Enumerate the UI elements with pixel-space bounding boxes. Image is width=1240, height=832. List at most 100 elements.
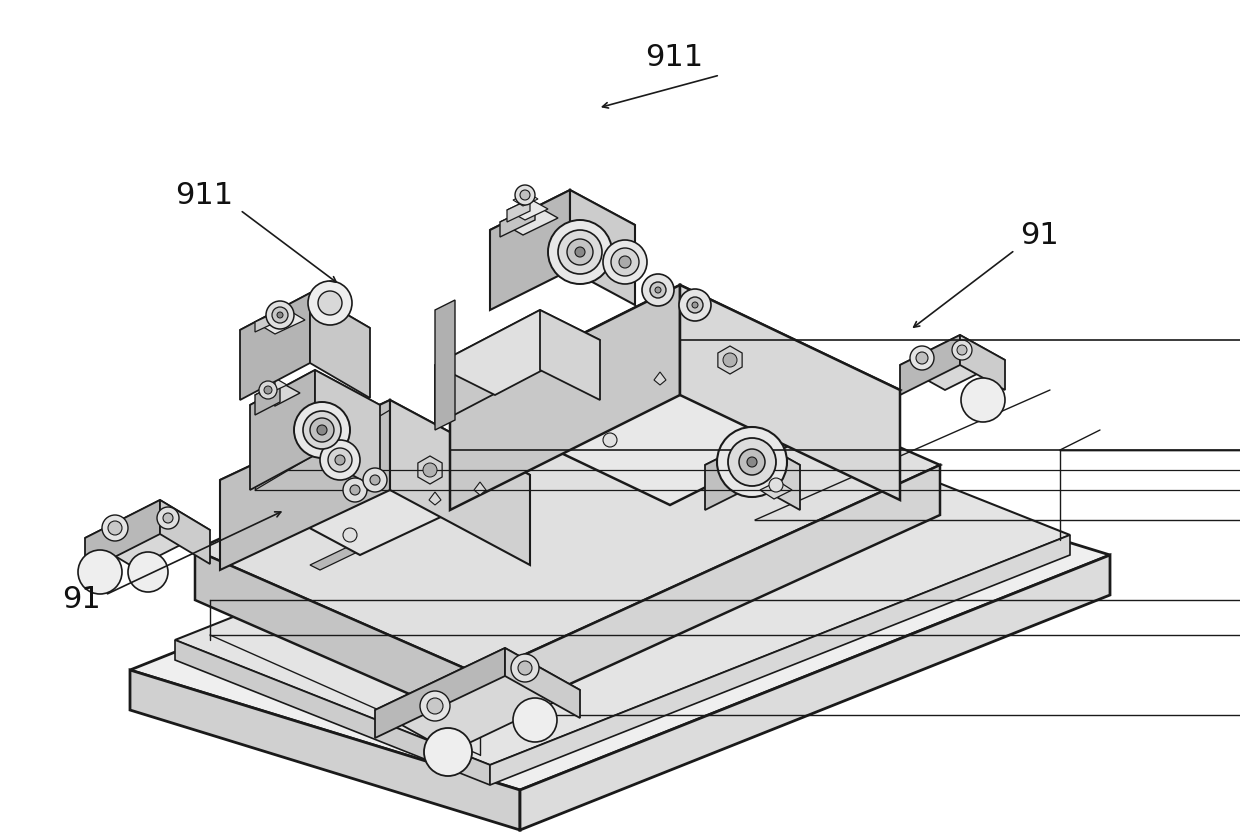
Polygon shape [507, 199, 548, 220]
Circle shape [157, 507, 179, 529]
Polygon shape [653, 372, 666, 385]
Polygon shape [219, 400, 529, 555]
Circle shape [717, 427, 787, 497]
Circle shape [513, 698, 557, 742]
Polygon shape [490, 190, 635, 265]
Polygon shape [505, 648, 580, 718]
Circle shape [558, 230, 601, 274]
Polygon shape [260, 378, 286, 392]
Circle shape [650, 282, 666, 298]
Circle shape [317, 425, 327, 435]
Polygon shape [760, 481, 792, 499]
Circle shape [370, 475, 379, 485]
Circle shape [277, 312, 283, 318]
Polygon shape [500, 205, 534, 237]
Circle shape [952, 340, 972, 360]
Circle shape [350, 485, 360, 495]
Polygon shape [310, 293, 370, 398]
Polygon shape [755, 440, 800, 510]
Polygon shape [680, 285, 900, 500]
Polygon shape [310, 505, 445, 570]
Text: 911: 911 [645, 43, 703, 72]
Circle shape [264, 386, 272, 394]
Circle shape [619, 256, 631, 268]
Polygon shape [490, 535, 1070, 785]
Circle shape [424, 728, 472, 776]
Text: 911: 911 [175, 181, 233, 210]
Circle shape [957, 345, 967, 355]
Polygon shape [195, 550, 480, 725]
Circle shape [916, 352, 928, 364]
Circle shape [575, 247, 585, 257]
Circle shape [420, 691, 450, 721]
Circle shape [511, 654, 539, 682]
Polygon shape [500, 205, 558, 235]
Circle shape [267, 301, 294, 329]
Polygon shape [374, 648, 580, 752]
Text: 91: 91 [1021, 220, 1059, 250]
Polygon shape [175, 410, 1070, 765]
Circle shape [642, 274, 675, 306]
Polygon shape [391, 400, 529, 565]
Circle shape [680, 289, 711, 321]
Polygon shape [706, 440, 755, 510]
Circle shape [343, 528, 357, 542]
Circle shape [518, 661, 532, 675]
Circle shape [320, 440, 360, 480]
Polygon shape [130, 435, 1110, 790]
Circle shape [303, 411, 341, 449]
Circle shape [259, 381, 277, 399]
Circle shape [548, 220, 613, 284]
Circle shape [308, 281, 352, 325]
Polygon shape [348, 457, 361, 470]
Polygon shape [250, 370, 315, 490]
Circle shape [603, 433, 618, 447]
Circle shape [611, 248, 639, 276]
Circle shape [728, 438, 776, 486]
Circle shape [520, 190, 529, 200]
Polygon shape [480, 465, 940, 725]
Polygon shape [160, 500, 210, 564]
Circle shape [128, 552, 167, 592]
Polygon shape [219, 400, 391, 570]
Circle shape [739, 449, 765, 475]
Circle shape [335, 455, 345, 465]
Circle shape [102, 515, 128, 541]
Polygon shape [255, 382, 280, 415]
Circle shape [692, 302, 698, 308]
Polygon shape [435, 310, 600, 395]
Polygon shape [255, 308, 285, 332]
Circle shape [655, 287, 661, 293]
Polygon shape [86, 500, 160, 572]
Circle shape [272, 307, 288, 323]
Polygon shape [255, 382, 300, 406]
Polygon shape [250, 370, 379, 440]
Polygon shape [255, 308, 305, 334]
Polygon shape [900, 335, 1004, 390]
Polygon shape [474, 482, 486, 495]
Polygon shape [241, 293, 310, 400]
Polygon shape [570, 190, 635, 305]
Circle shape [427, 698, 443, 714]
Circle shape [78, 550, 122, 594]
Circle shape [294, 402, 350, 458]
Circle shape [567, 239, 593, 265]
Polygon shape [900, 335, 960, 395]
Circle shape [603, 240, 647, 284]
Polygon shape [374, 648, 505, 738]
Polygon shape [86, 500, 210, 568]
Polygon shape [435, 310, 539, 425]
Polygon shape [241, 293, 370, 365]
Polygon shape [520, 555, 1110, 830]
Polygon shape [315, 370, 379, 490]
Polygon shape [418, 456, 443, 484]
Polygon shape [175, 640, 490, 785]
Polygon shape [513, 193, 538, 206]
Circle shape [343, 478, 367, 502]
Circle shape [910, 346, 934, 370]
Polygon shape [539, 310, 600, 400]
Polygon shape [429, 492, 441, 505]
Circle shape [687, 297, 703, 313]
Polygon shape [960, 335, 1004, 390]
Polygon shape [450, 285, 680, 510]
